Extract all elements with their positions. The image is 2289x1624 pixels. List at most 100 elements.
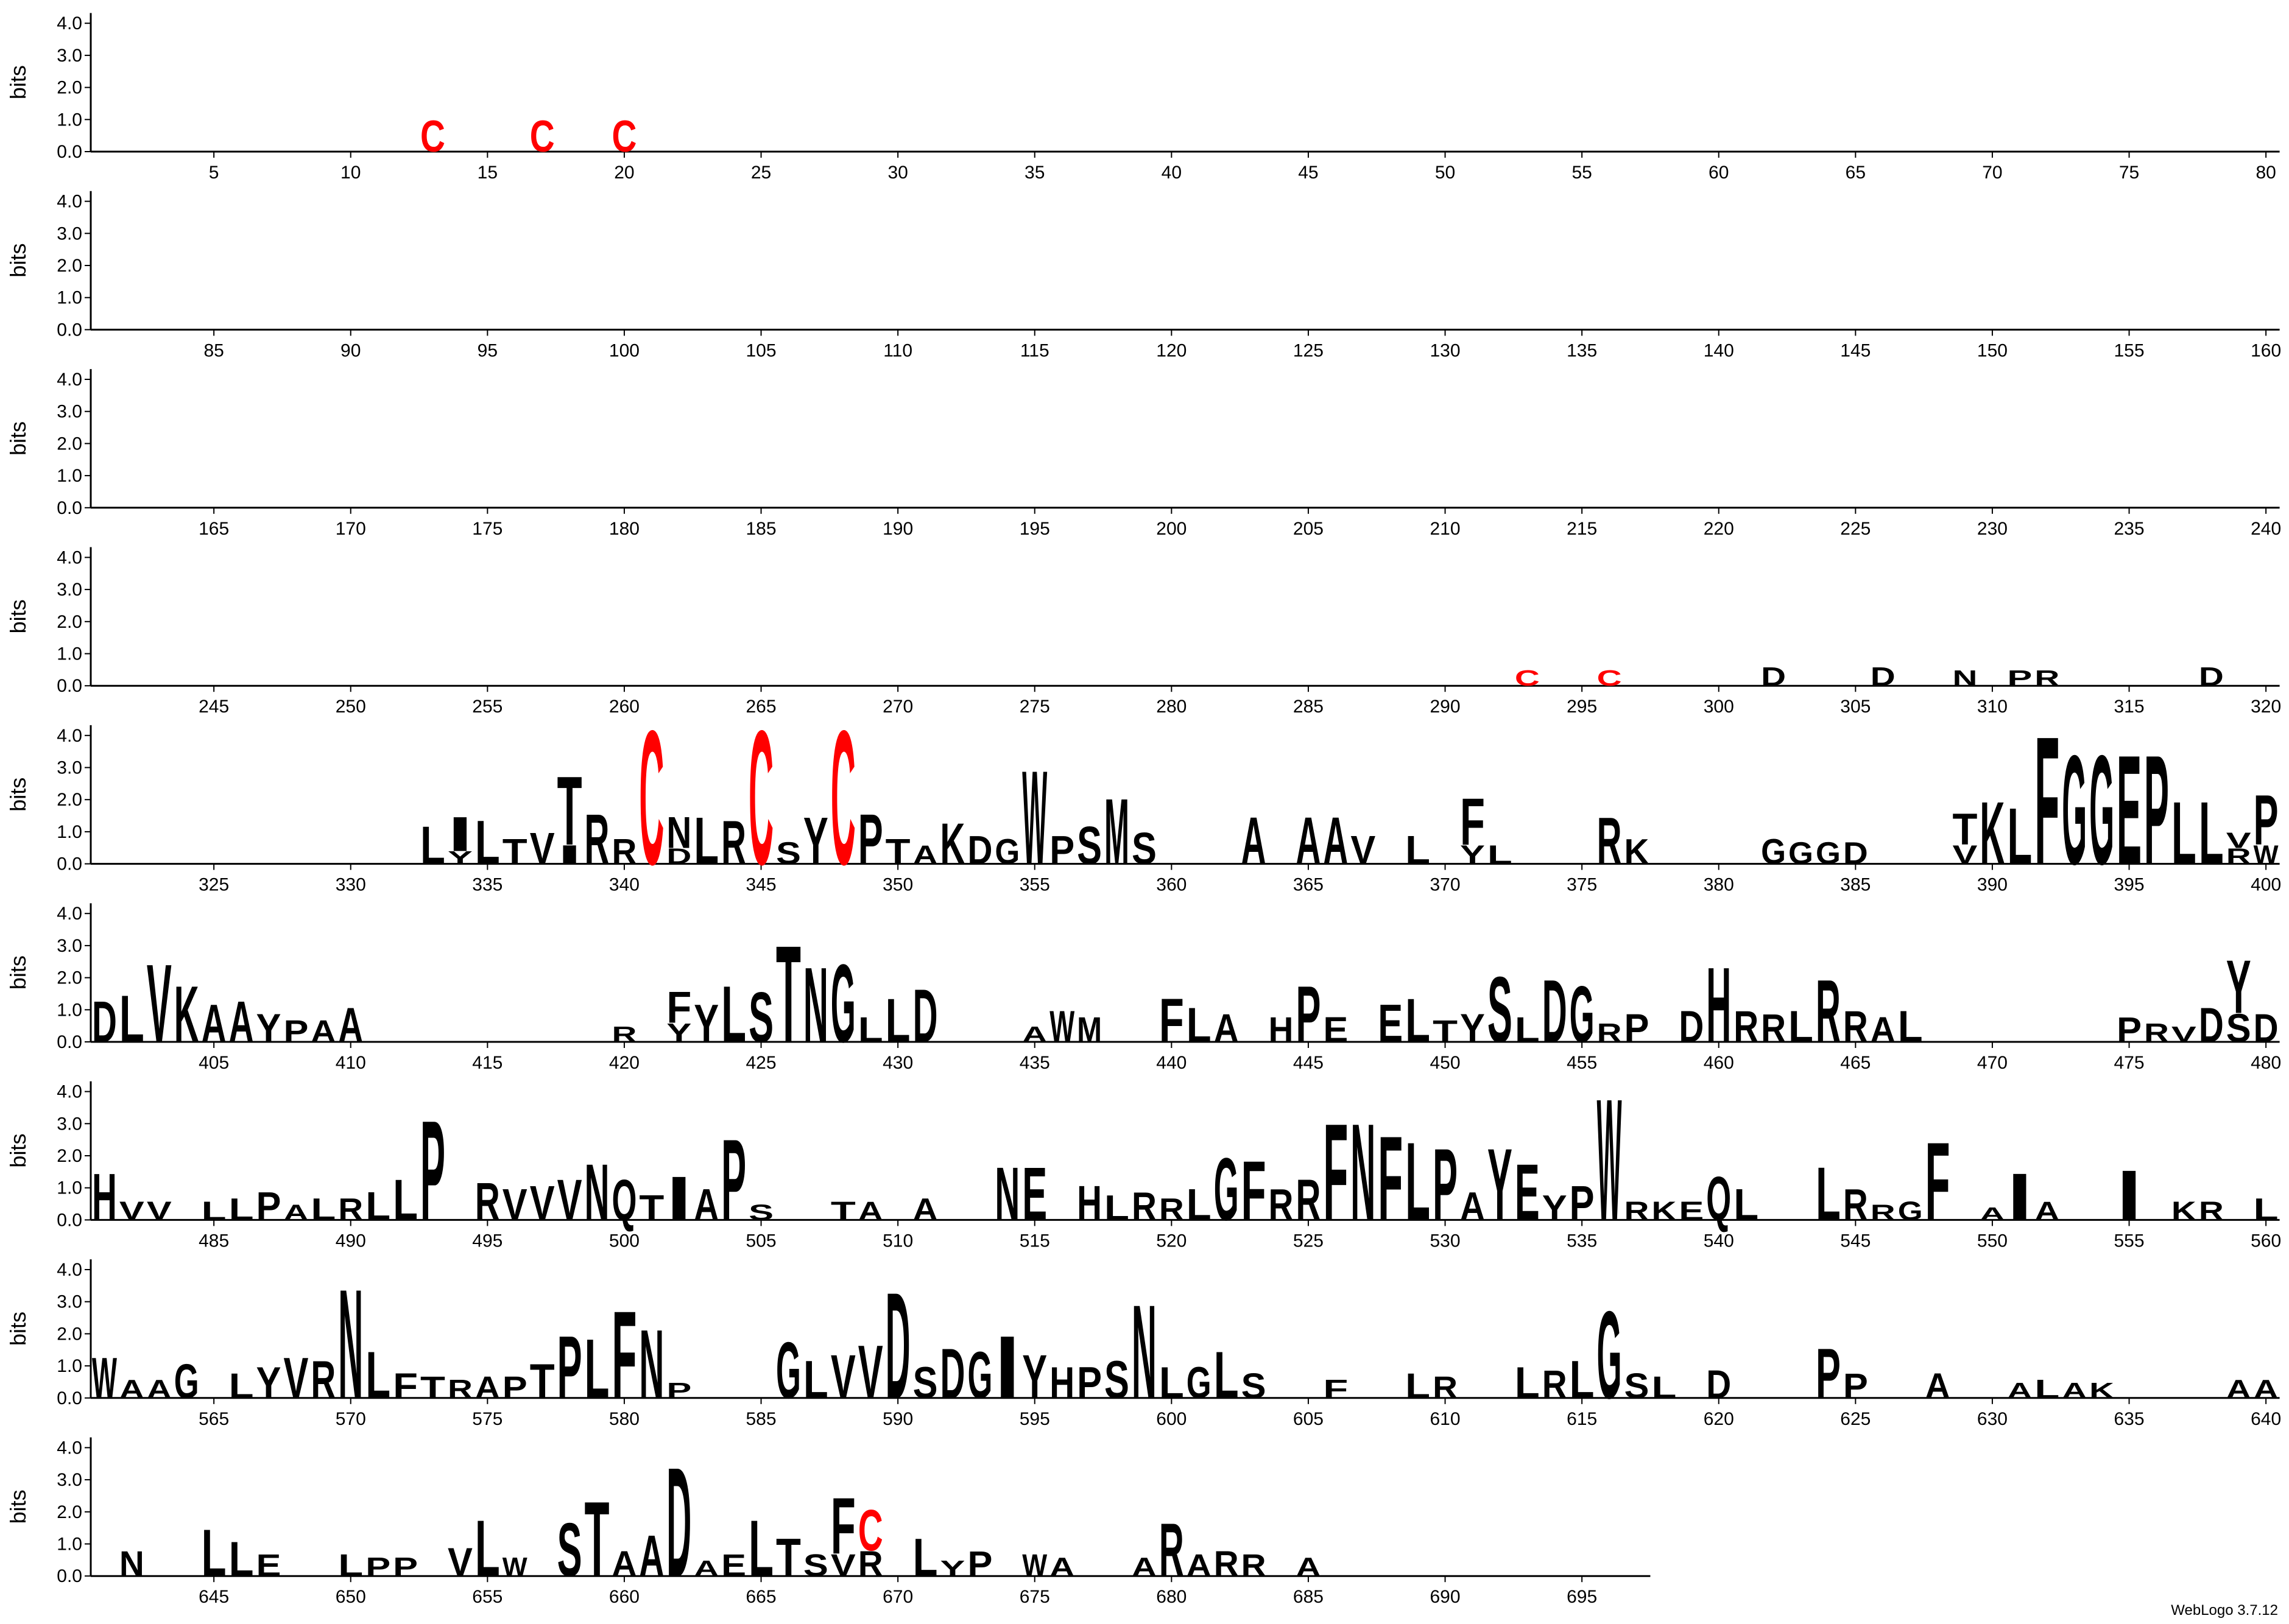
logo-letter: L xyxy=(2254,1192,2279,1226)
logo-letter: V xyxy=(831,1548,856,1583)
logo-row: bits 0.0 1.0 2.0 3.0 4.0 565 570 575 580 585 590 595… xyxy=(5,1257,2281,1432)
y-tick-label: 0.0 xyxy=(57,498,82,518)
logo-letter: P xyxy=(393,1552,418,1582)
logo-letter: R xyxy=(1871,1200,1896,1225)
logo-letter: L xyxy=(2171,784,2196,883)
logo-row: bits 0.0 1.0 2.0 3.0 4.0 5 10 15 20 25 30 35 40 45 50 55… xyxy=(5,13,2280,183)
x-tick-label: 135 xyxy=(1567,340,1597,360)
x-tick-label: 275 xyxy=(1020,697,1050,717)
logo-letter: A xyxy=(612,1544,637,1584)
x-tick-label: 510 xyxy=(883,1231,913,1251)
logo-row: bits 0.0 1.0 2.0 3.0 4.0 325 330 335 340 345 350 355… xyxy=(5,692,2281,905)
logo-letter: A xyxy=(1132,1552,1157,1582)
x-tick-label: 635 xyxy=(2114,1409,2145,1429)
y-tick-label: 4.0 xyxy=(57,1438,82,1458)
logo-letter: W xyxy=(1049,1002,1074,1052)
x-tick-label: 115 xyxy=(1020,340,1049,360)
logo-letter: E xyxy=(2117,723,2142,898)
logo-letter: Y xyxy=(1460,1005,1485,1050)
logo-letter: G xyxy=(1898,1196,1923,1226)
y-tick-label: 1.0 xyxy=(57,1534,82,1555)
logo-letter: R xyxy=(338,1192,363,1226)
logo-letter: V xyxy=(503,1179,527,1229)
logo-letter: A xyxy=(2007,1378,2032,1403)
logo-letter: V xyxy=(858,1329,883,1414)
logo-letter: L xyxy=(1159,1358,1184,1408)
logo-letter: D xyxy=(1843,835,1868,870)
x-tick-label: 90 xyxy=(340,340,361,360)
x-tick-label: 520 xyxy=(1156,1231,1187,1251)
logo-letter: P xyxy=(1570,1176,1595,1231)
logo-letter: R xyxy=(1816,961,1841,1061)
logo-letter: P xyxy=(666,1378,691,1403)
logo-letter: P xyxy=(365,1552,390,1582)
logo-letter: T xyxy=(639,1188,664,1228)
y-axis-label: bits xyxy=(5,778,30,812)
logo-letter: F xyxy=(1323,1095,1348,1250)
logo-letter: P xyxy=(283,1014,308,1049)
x-tick-label: 350 xyxy=(883,875,913,895)
x-tick-label: 435 xyxy=(1020,1053,1050,1073)
logo-letter: V xyxy=(147,1196,172,1226)
logo-letter: L xyxy=(2034,1374,2059,1404)
logo-letter: A xyxy=(147,1374,172,1404)
x-tick-label: 315 xyxy=(2114,697,2145,717)
logo-letter: Y xyxy=(448,848,473,868)
logo-letter: G xyxy=(831,942,856,1066)
logo-letter: D xyxy=(1761,662,1786,692)
logo-letter: G xyxy=(174,1354,199,1409)
logo-letter: G xyxy=(1214,1139,1239,1239)
logo-letter: V xyxy=(448,1539,473,1584)
logo-letter: W xyxy=(92,1346,117,1410)
x-tick-label: 595 xyxy=(1020,1409,1050,1429)
logo-letter: L xyxy=(1487,840,1512,870)
x-tick-label: 505 xyxy=(746,1231,777,1251)
logo-letter: A xyxy=(639,1524,664,1588)
logo-letter: A xyxy=(1925,1366,1950,1406)
logo-letter: R xyxy=(612,832,637,871)
logo-letter: C xyxy=(749,692,774,905)
logo-letter: L xyxy=(721,969,746,1060)
logo-letter: R xyxy=(1597,804,1622,878)
logo-letter: K xyxy=(1980,784,2005,883)
logo-letter: V xyxy=(557,1168,582,1232)
x-tick-label: 450 xyxy=(1430,1053,1461,1073)
logo-letter: V xyxy=(1350,828,1375,873)
logo-letter: R xyxy=(2144,1018,2169,1048)
x-tick-label: 130 xyxy=(1430,340,1461,360)
y-tick-label: 3.0 xyxy=(57,758,82,778)
x-tick-label: 370 xyxy=(1430,875,1461,895)
y-tick-label: 1.0 xyxy=(57,1178,82,1198)
logo-letter: Y xyxy=(1487,1128,1512,1242)
logo-letter: V xyxy=(1953,840,1978,870)
logo-letter: D xyxy=(886,1261,911,1430)
logo-letter: D xyxy=(913,974,938,1058)
x-tick-label: 465 xyxy=(1840,1053,1871,1073)
x-tick-label: 250 xyxy=(336,697,366,717)
logo-letter: I xyxy=(448,807,473,862)
logo-letter: C xyxy=(639,692,664,905)
logo-letter: N xyxy=(1132,1278,1157,1427)
x-tick-label: 175 xyxy=(472,519,503,539)
logo-letter: G xyxy=(1788,835,1813,870)
logo-letter: L xyxy=(886,986,911,1055)
logo-letter: D xyxy=(1706,1362,1731,1407)
y-axis-label: bits xyxy=(5,421,30,455)
logo-letter: L xyxy=(229,1532,254,1587)
x-tick-label: 395 xyxy=(2114,875,2145,895)
x-tick-label: 110 xyxy=(883,340,912,360)
logo-letter: S xyxy=(1624,1366,1649,1406)
logo-letter: R xyxy=(1214,1544,1239,1584)
logo-letter: D xyxy=(2254,1005,2279,1050)
x-tick-label: 375 xyxy=(1567,875,1597,895)
x-tick-label: 575 xyxy=(472,1409,503,1429)
logo-letter: L xyxy=(1187,998,1212,1053)
logo-row: bits 0.0 1.0 2.0 3.0 4.0 485 490 495 500 505 510 515… xyxy=(5,1063,2281,1257)
logo-row: bits 0.0 1.0 2.0 3.0 4.0 165 170 175 180 185 190 195… xyxy=(5,369,2281,539)
logo-letter: A xyxy=(1296,1552,1321,1582)
logo-letter: P xyxy=(2117,1010,2142,1050)
y-tick-label: 2.0 xyxy=(57,256,82,276)
footer: WebLogo 3.7.12 xyxy=(2171,1602,2278,1619)
logo-letter: D xyxy=(92,990,117,1054)
